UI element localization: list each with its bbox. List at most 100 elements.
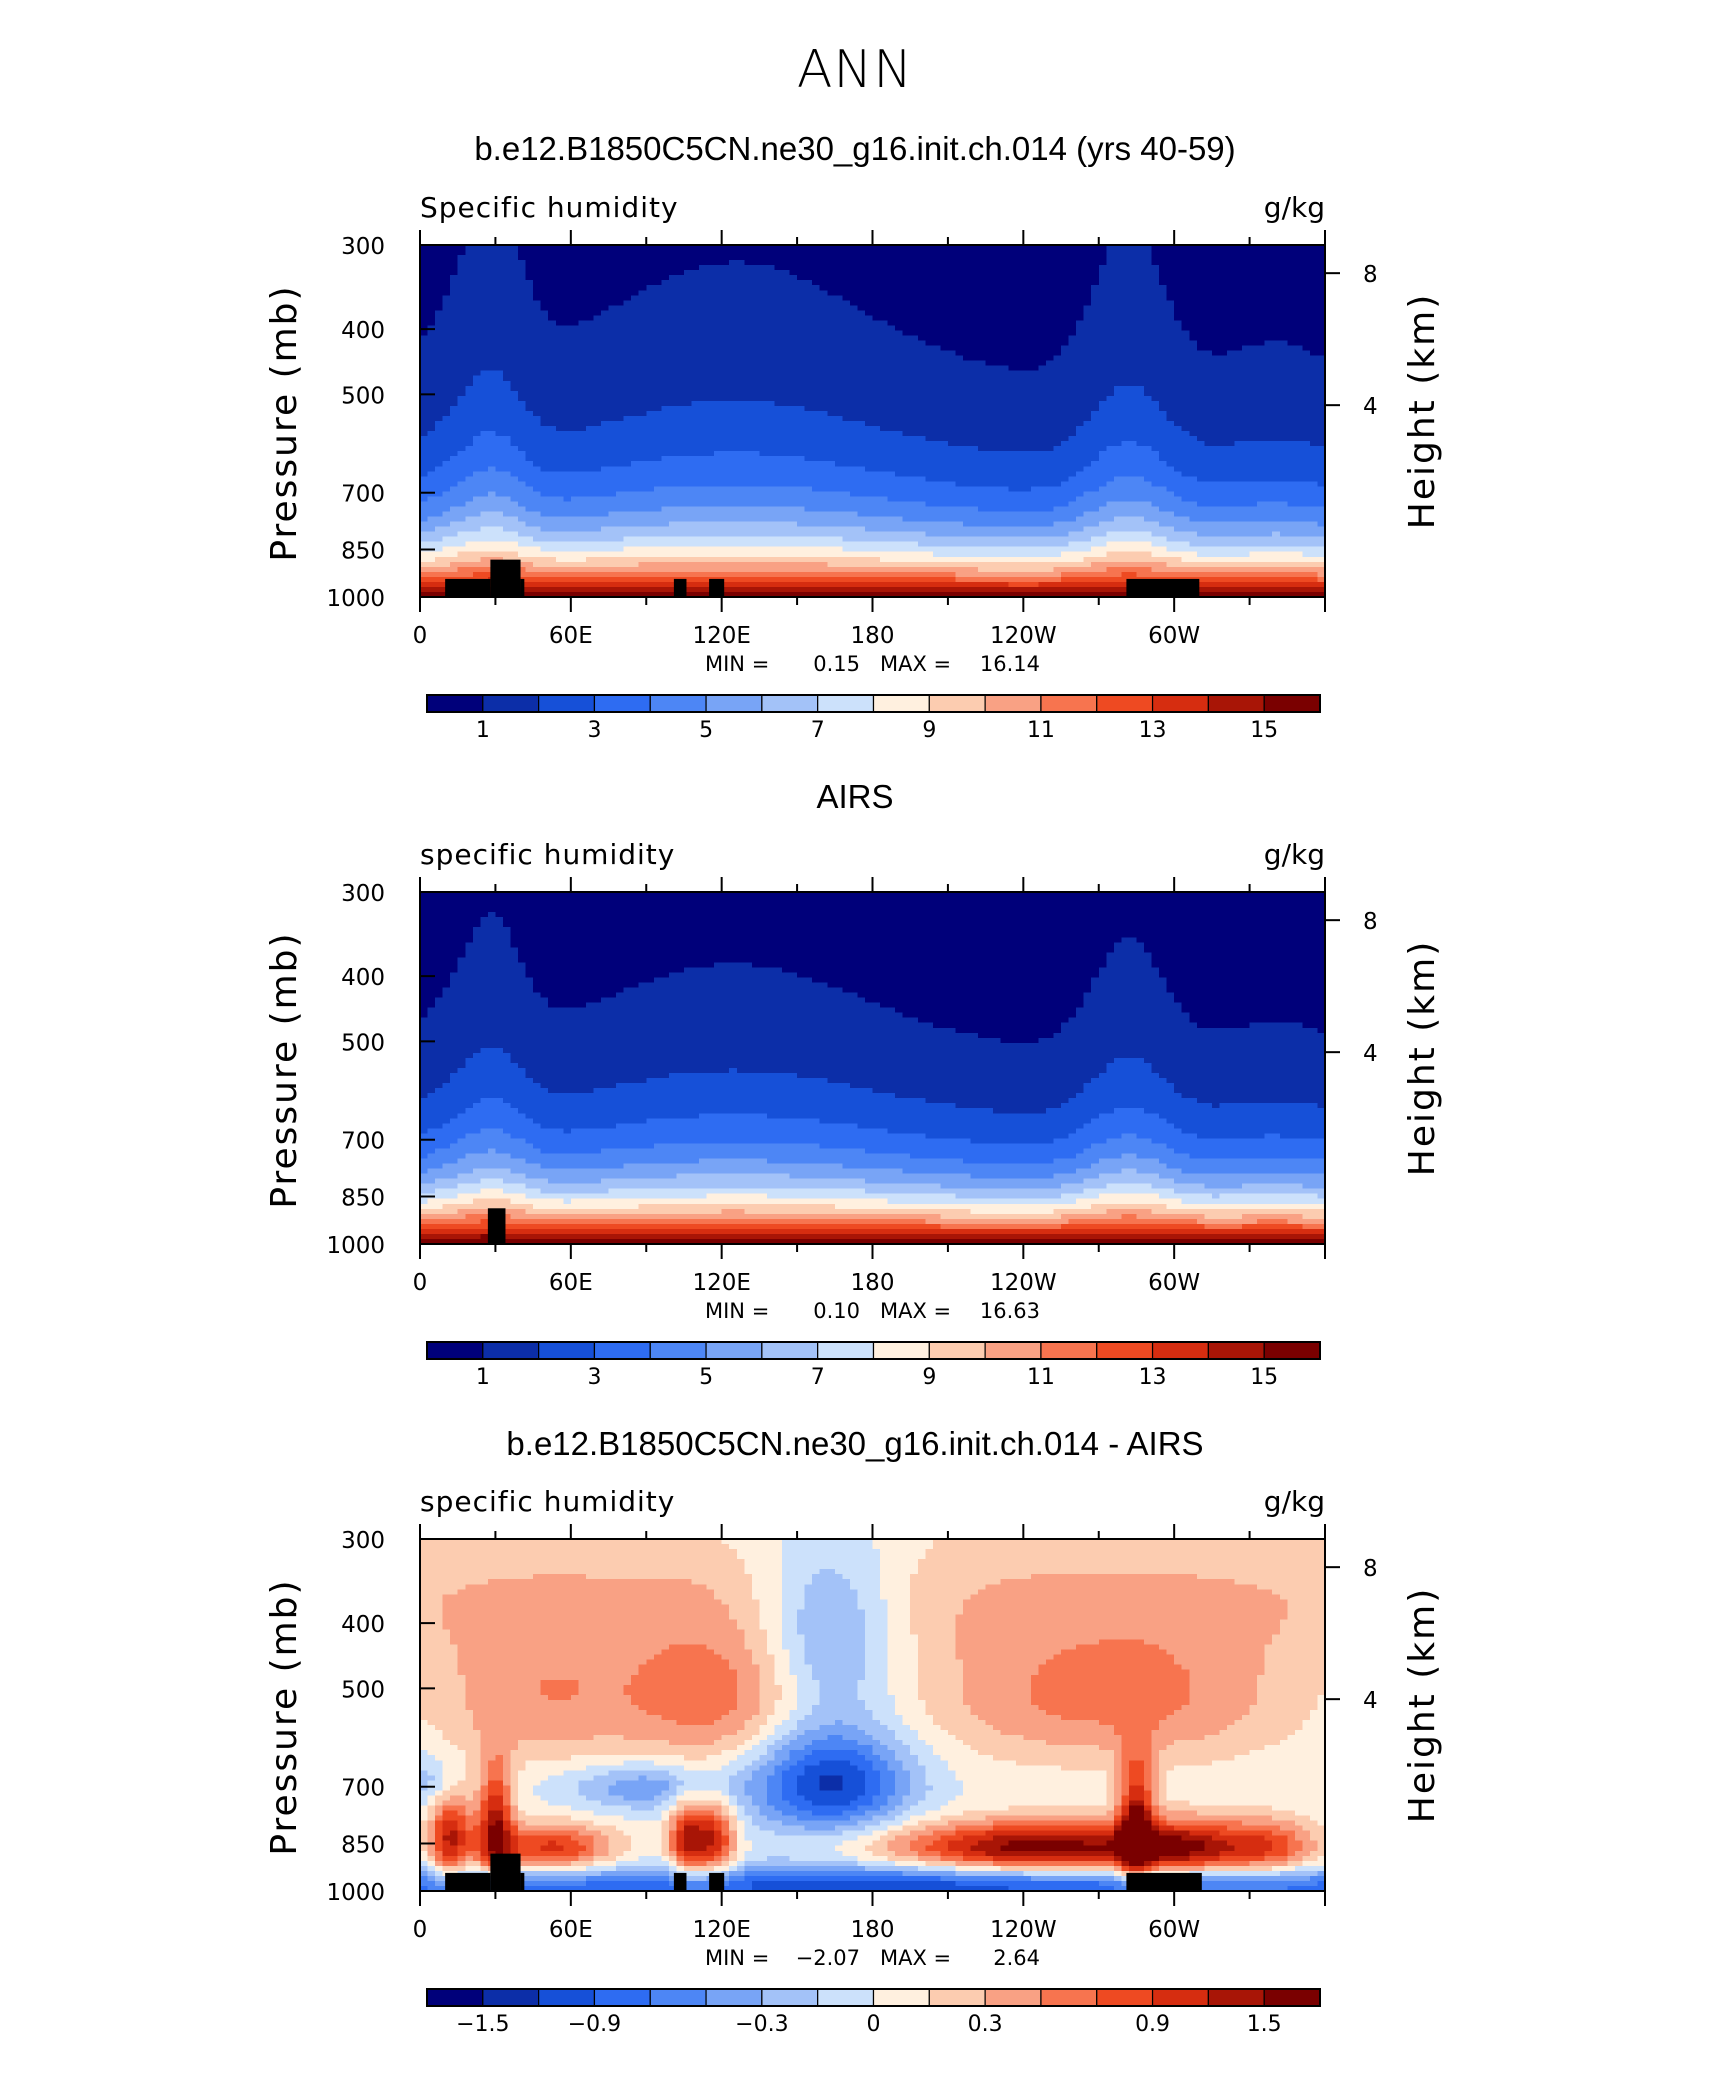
contour-cell bbox=[533, 390, 542, 397]
contour-cell bbox=[457, 390, 466, 397]
contour-cell bbox=[420, 370, 429, 377]
contour-cell bbox=[1098, 255, 1107, 261]
main-title: ANN bbox=[0, 40, 1710, 100]
contour-cell bbox=[1181, 315, 1190, 322]
contour-cell bbox=[623, 415, 632, 422]
contour-cell bbox=[1159, 415, 1168, 422]
contour-cell bbox=[1061, 390, 1070, 397]
contour-cell bbox=[842, 385, 851, 392]
contour-cell bbox=[1144, 330, 1153, 337]
contour-cell bbox=[1226, 360, 1236, 367]
contour-cell bbox=[668, 345, 678, 352]
contour-cell bbox=[623, 340, 632, 347]
contour-cell bbox=[593, 295, 602, 301]
contour-cell bbox=[872, 320, 881, 327]
contour-cell bbox=[578, 310, 587, 316]
contour-cell bbox=[1106, 441, 1115, 447]
contour-cell bbox=[940, 295, 949, 301]
contour-cell bbox=[638, 315, 647, 322]
contour-cell bbox=[1204, 295, 1213, 301]
contour-cell bbox=[1204, 335, 1213, 342]
contour-cell bbox=[1234, 390, 1243, 397]
contour-cell bbox=[955, 395, 964, 402]
contour-cell bbox=[804, 365, 813, 372]
contour-cell bbox=[1136, 431, 1145, 437]
contour-cell bbox=[480, 290, 489, 296]
contour-cell bbox=[1242, 335, 1251, 342]
contour-cell bbox=[593, 431, 602, 437]
contour-cell bbox=[1264, 441, 1273, 447]
contour-cell bbox=[510, 340, 519, 347]
contour-cell bbox=[1219, 275, 1228, 281]
contour-cell bbox=[887, 441, 896, 447]
contour-cell bbox=[751, 355, 760, 362]
contour-cell bbox=[910, 405, 919, 412]
contour-cell bbox=[1181, 421, 1190, 427]
contour-cell bbox=[978, 441, 987, 447]
contour-cell bbox=[910, 265, 919, 271]
contour-cell bbox=[668, 385, 678, 392]
contour-cell bbox=[631, 375, 640, 382]
contour-cell bbox=[1249, 446, 1258, 452]
contour-cell bbox=[955, 290, 964, 296]
contour-cell bbox=[668, 270, 678, 276]
contour-cell bbox=[714, 255, 723, 261]
contour-cell bbox=[427, 365, 436, 372]
contour-cell bbox=[1121, 335, 1130, 342]
contour-cell bbox=[699, 380, 708, 387]
contour-cell bbox=[533, 421, 542, 427]
contour-cell bbox=[1309, 255, 1319, 261]
contour-cell bbox=[578, 300, 587, 306]
contour-cell bbox=[608, 255, 617, 261]
contour-cell bbox=[1068, 390, 1077, 397]
contour-cell bbox=[1181, 380, 1190, 387]
contour-cell bbox=[797, 355, 806, 362]
contour-cell bbox=[902, 285, 911, 291]
contour-cell bbox=[729, 441, 738, 447]
contour-cell bbox=[1151, 380, 1160, 387]
contour-cell bbox=[1242, 390, 1251, 397]
contour-cell bbox=[1008, 250, 1017, 256]
contour-cell bbox=[1226, 385, 1236, 392]
contour-cell bbox=[1015, 426, 1024, 432]
contour-cell bbox=[729, 285, 738, 291]
contour-cell bbox=[706, 315, 715, 322]
contour-cell bbox=[1128, 415, 1138, 422]
contour-cell bbox=[819, 385, 828, 392]
contour-cell bbox=[947, 335, 957, 342]
contour-cell bbox=[631, 446, 640, 452]
contour-cell bbox=[578, 360, 587, 367]
contour-cell bbox=[932, 441, 941, 447]
contour-cell bbox=[849, 385, 859, 392]
contour-cell bbox=[751, 325, 760, 332]
contour-cell bbox=[1136, 265, 1145, 271]
contour-cell bbox=[1264, 280, 1273, 286]
contour-cell bbox=[1302, 340, 1311, 347]
contour-cell bbox=[827, 245, 836, 251]
contour-cell bbox=[970, 255, 979, 261]
contour-cell bbox=[427, 275, 436, 281]
contour-cell bbox=[1317, 345, 1326, 352]
contour-cell bbox=[1272, 340, 1281, 347]
contour-cell bbox=[450, 350, 459, 357]
contour-cell bbox=[834, 290, 843, 296]
contour-cell bbox=[1128, 350, 1138, 357]
contour-cell bbox=[721, 280, 730, 286]
contour-cell bbox=[1144, 310, 1153, 316]
contour-cell bbox=[978, 410, 987, 417]
contour-cell bbox=[472, 415, 481, 422]
contour-cell bbox=[1264, 395, 1273, 402]
contour-cell bbox=[1219, 320, 1228, 327]
contour-cell bbox=[1309, 365, 1319, 372]
contour-cell bbox=[1159, 405, 1168, 412]
contour-cell bbox=[548, 370, 557, 377]
contour-cell bbox=[1068, 290, 1077, 296]
contour-cell bbox=[1264, 330, 1273, 337]
contour-cell bbox=[427, 305, 436, 311]
contour-cell bbox=[480, 395, 489, 402]
contour-cell bbox=[947, 280, 957, 286]
contour-cell bbox=[721, 290, 730, 296]
contour-cell bbox=[1257, 280, 1266, 286]
contour-cell bbox=[480, 436, 489, 442]
contour-cell bbox=[729, 275, 738, 281]
